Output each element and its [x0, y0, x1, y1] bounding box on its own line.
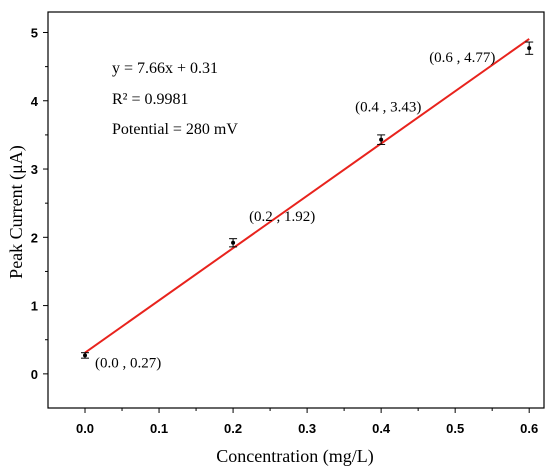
- data-point: [83, 353, 88, 358]
- x-tick-label: 0.6: [520, 421, 538, 436]
- annotation-potential: Potential = 280 mV: [112, 121, 238, 138]
- y-tick-label: 3: [31, 162, 38, 177]
- y-tick-label: 0: [31, 367, 38, 382]
- axes: [47, 11, 545, 409]
- x-tick-label: 0.5: [446, 421, 464, 436]
- ticks: 0.0 0.1 0.2 0.3 0.4 0.5 0.6 0 1 2 3 4 5: [31, 25, 538, 436]
- point-label: (0.2 , 1.92): [249, 209, 315, 225]
- data-point: [527, 46, 532, 51]
- x-tick-label: 0.2: [224, 421, 242, 436]
- x-tick-label: 0.0: [76, 421, 94, 436]
- data-point: [379, 137, 384, 142]
- x-axis-title: Concentration (mg/L): [216, 446, 373, 467]
- x-tick-label: 0.4: [372, 421, 391, 436]
- y-tick-label: 2: [31, 230, 38, 245]
- y-tick-label: 1: [31, 299, 38, 314]
- annotation-equation: y = 7.66x + 0.31: [112, 60, 218, 77]
- point-label: (0.4 , 3.43): [355, 100, 421, 116]
- fit-line-group: [84, 38, 530, 354]
- annotation-r2: R² = 0.9981: [112, 91, 189, 108]
- data-point: [231, 240, 236, 245]
- x-tick-label: 0.3: [298, 421, 316, 436]
- y-axis-title: Peak Current (μA): [6, 145, 27, 279]
- data-points: [81, 41, 534, 359]
- y-tick-label: 5: [31, 25, 38, 40]
- point-labels: (0.0 , 0.27) (0.2 , 1.92) (0.4 , 3.43) (0.6…: [95, 50, 495, 371]
- plot-frame: [47, 11, 545, 409]
- y-tick-label: 4: [31, 94, 39, 109]
- point-label: (0.6 , 4.77): [429, 50, 495, 66]
- x-tick-label: 0.1: [150, 421, 168, 436]
- point-label: (0.0 , 0.27): [95, 355, 161, 371]
- fit-line: [84, 38, 530, 354]
